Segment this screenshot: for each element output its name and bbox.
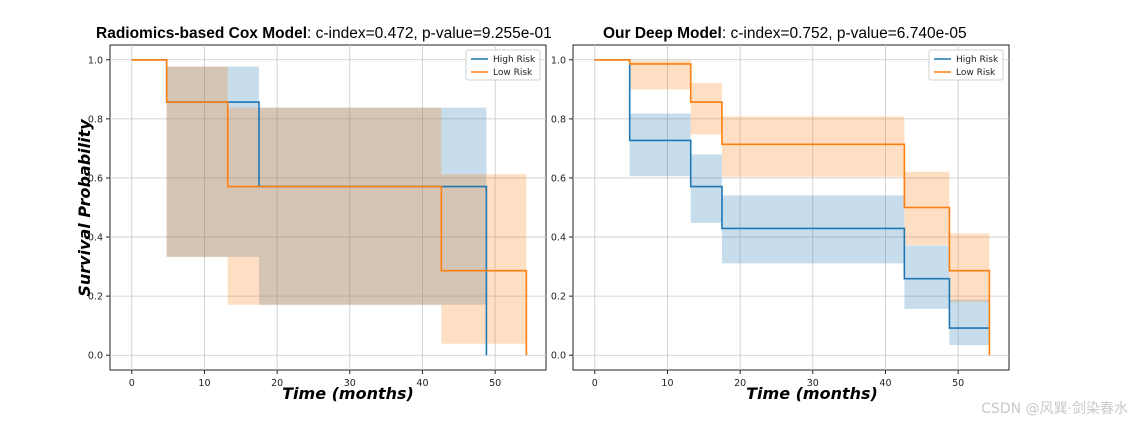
- y-tick-label: 0.0: [88, 351, 103, 362]
- confidence-band-low-risk: [629, 60, 990, 303]
- chart-title-left-rest: : c-index=0.472, p-value=9.255e-01: [307, 25, 552, 42]
- axes-left: 0 10 20 30 40 50 0.0 0.2 0.4 0.6 0.8 1.0 High Risk Lo…: [88, 45, 546, 389]
- y-tick-label: 0.6: [88, 173, 103, 184]
- survival-line-low-risk: [131, 58, 528, 356]
- survival-line-low-risk: [594, 58, 991, 356]
- chart-title-right-bold: Our Deep Model: [603, 25, 722, 42]
- y-tick-label: 0.2: [88, 292, 103, 303]
- x-tick-label: 50: [489, 378, 501, 389]
- survival-line-high-risk: [594, 58, 990, 329]
- y-tick-label: 0.2: [551, 292, 566, 303]
- x-tick-label: 30: [807, 378, 819, 389]
- chart-title-right-rest: : c-index=0.752, p-value=6.740e-05: [722, 25, 967, 42]
- x-tick-label: 0: [129, 378, 135, 389]
- x-axis-label-right: Time (months): [746, 384, 878, 403]
- x-tick-label: 0: [592, 378, 598, 389]
- x-tick-label: 10: [198, 378, 210, 389]
- x-tick-label: 20: [271, 378, 283, 389]
- chart-title-right: Our Deep Model: c-index=0.752, p-value=6…: [603, 25, 967, 42]
- panel-radiomics: Radiomics-based Cox Model: c-index=0.472…: [75, 25, 552, 403]
- legend-label: Low Risk: [956, 68, 996, 78]
- axes-right: 0 10 20 30 40 50 0.0 0.2 0.4 0.6 0.8 1.0 High Risk Lo…: [551, 45, 1009, 389]
- chart-title-left: Radiomics-based Cox Model: c-index=0.472…: [96, 25, 552, 42]
- x-tick-label: 10: [661, 378, 673, 389]
- x-tick-label: 40: [879, 378, 891, 389]
- x-tick-label: 30: [344, 378, 356, 389]
- chart-title-left-bold: Radiomics-based Cox Model: [96, 25, 307, 42]
- y-tick-label: 0.6: [551, 173, 566, 184]
- panel-deep-model: Our Deep Model: c-index=0.752, p-value=6…: [551, 25, 1010, 403]
- confidence-band-high-risk: [629, 113, 990, 346]
- y-tick-label: 0.4: [88, 233, 103, 244]
- legend-label: High Risk: [956, 55, 999, 65]
- y-tick-label: 0.8: [88, 114, 103, 125]
- legend-label: Low Risk: [493, 68, 533, 78]
- y-tick-label: 1.0: [88, 55, 103, 66]
- y-tick-label: 0.0: [551, 351, 566, 362]
- y-tick-label: 1.0: [551, 55, 566, 66]
- plot-area-left: [109, 44, 547, 371]
- confidence-band-high-risk: [166, 66, 487, 305]
- y-axis-label: Survival Probability: [75, 119, 94, 297]
- watermark-text: CSDN @风巽·剑染春水: [981, 401, 1128, 417]
- confidence-band-low-risk: [166, 66, 527, 344]
- y-tick-label: 0.8: [551, 114, 566, 125]
- legend-label: High Risk: [493, 55, 536, 65]
- x-axis-label-left: Time (months): [282, 384, 414, 403]
- x-tick-label: 20: [734, 378, 746, 389]
- plot-area-right: [572, 44, 1010, 371]
- y-tick-label: 0.4: [551, 233, 566, 244]
- x-tick-label: 40: [416, 378, 428, 389]
- x-tick-label: 50: [952, 378, 964, 389]
